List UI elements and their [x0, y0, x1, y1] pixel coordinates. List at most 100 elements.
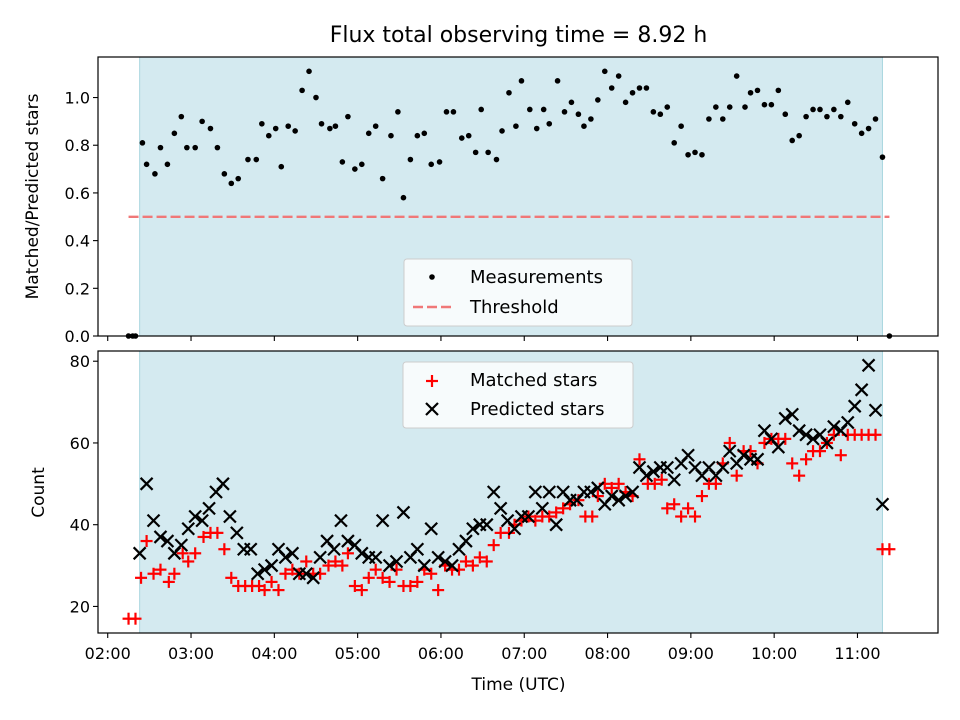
x-tick-label: 10:00	[751, 644, 797, 663]
legend-matched-marker	[426, 375, 438, 387]
predicted-point	[188, 509, 202, 524]
y-tick-label: 0.4	[65, 232, 90, 251]
measurement-point	[844, 99, 851, 106]
matched-point	[459, 555, 472, 568]
y-tick-label: 80	[70, 352, 90, 371]
predicted-point	[250, 566, 265, 581]
matched-point	[182, 555, 195, 568]
predicted-point	[584, 485, 598, 499]
measurement-point	[643, 85, 650, 91]
measurement-point	[139, 140, 146, 146]
measurement-point	[352, 166, 358, 172]
predicted-point	[146, 513, 161, 528]
measurement-point	[664, 104, 671, 110]
matched-point	[147, 567, 160, 580]
predicted-point	[368, 550, 383, 565]
matched-point	[322, 559, 335, 572]
matched-point	[834, 449, 847, 462]
x-tick-label: 02:00	[85, 644, 131, 663]
measurement-point	[699, 151, 705, 158]
matched-point	[779, 432, 792, 445]
predicted-point	[195, 513, 209, 528]
y-tick-label: 0.8	[65, 136, 90, 155]
predicted-point	[389, 554, 404, 569]
matched-point	[218, 543, 231, 556]
predicted-point	[299, 566, 314, 581]
measurement-point	[608, 85, 615, 91]
matched-point	[383, 575, 396, 588]
matched-point	[329, 555, 342, 568]
measurement-point	[872, 116, 879, 122]
measurement-point	[285, 123, 292, 129]
predicted-point	[306, 571, 320, 585]
predicted-point	[847, 399, 862, 413]
predicted-point	[493, 501, 508, 516]
matched-point	[730, 469, 743, 482]
measurement-point	[345, 113, 351, 120]
predicted-point	[681, 448, 695, 462]
matched-point	[265, 575, 278, 588]
predicted-point	[486, 485, 501, 499]
matched-point	[550, 506, 563, 519]
measurement-point	[184, 144, 190, 151]
predicted-point	[861, 358, 876, 373]
measurement-point	[636, 85, 643, 91]
predicted-point	[778, 411, 793, 426]
matched-point	[140, 535, 153, 548]
measurement-point	[803, 113, 809, 120]
matched-point	[473, 551, 486, 564]
series-measurements	[125, 68, 893, 339]
measurement-point	[339, 159, 346, 165]
measurement-point	[458, 135, 465, 141]
predicted-point	[716, 460, 730, 475]
predicted-point	[868, 403, 883, 418]
matched-point	[272, 584, 285, 597]
ratio-panel-frame	[97, 56, 939, 337]
count-y-axis: 20 40 60 80	[70, 352, 98, 616]
predicted-point	[806, 432, 820, 446]
measurement-point	[581, 123, 587, 129]
matched-point	[605, 481, 618, 494]
ratio-panel: Flux total observing time = 8.92 h 0.00.…	[23, 23, 939, 346]
matched-point	[135, 571, 148, 584]
measurement-point	[601, 68, 608, 75]
measurement-point	[789, 137, 796, 144]
matched-point	[487, 539, 500, 552]
measurement-point	[879, 154, 886, 160]
matched-point	[480, 555, 493, 568]
predicted-point	[313, 550, 327, 565]
x-tick-label: 08:00	[584, 644, 630, 663]
count-legend-box	[402, 361, 634, 429]
matched-point	[355, 584, 368, 597]
matched-point	[197, 530, 210, 543]
measurement-point	[365, 130, 372, 137]
predicted-point	[424, 522, 439, 536]
predicted-point	[875, 497, 890, 512]
measurement-point	[657, 111, 664, 118]
predicted-point	[625, 485, 640, 499]
matched-point	[695, 490, 708, 503]
y-tick-label: 0.6	[65, 184, 90, 203]
measurement-point	[485, 149, 491, 156]
matched-point	[793, 469, 806, 482]
matched-point	[709, 477, 722, 490]
predicted-point	[611, 493, 626, 507]
series-predicted-stars	[132, 358, 890, 585]
ratio-plot-area	[125, 68, 893, 339]
measurement-point	[685, 151, 691, 158]
measurement-point	[332, 123, 339, 129]
predicted-point	[438, 554, 452, 569]
measurement-point	[265, 132, 272, 139]
predicted-point	[785, 407, 799, 422]
measurement-point	[313, 94, 319, 101]
predicted-point	[618, 489, 633, 503]
measurement-point	[726, 104, 733, 110]
y-tick-label: 60	[70, 434, 90, 453]
measurement-point	[359, 161, 365, 168]
predicted-point	[396, 505, 411, 520]
predicted-point	[174, 538, 189, 552]
predicted-point	[549, 517, 563, 532]
measurement-point	[629, 89, 636, 96]
